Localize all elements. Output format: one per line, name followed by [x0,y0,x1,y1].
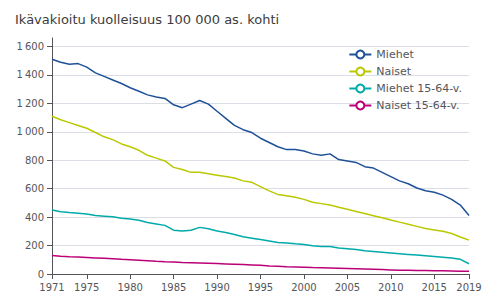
svg-text:800: 800 [25,155,44,166]
svg-text:1985: 1985 [161,282,186,293]
svg-text:1 200: 1 200 [17,98,44,109]
svg-text:1995: 1995 [248,282,273,293]
svg-text:Miehet: Miehet [376,48,414,61]
svg-text:1990: 1990 [204,282,229,293]
svg-text:2000: 2000 [291,282,316,293]
svg-text:1 000: 1 000 [17,126,44,137]
svg-text:200: 200 [25,240,44,251]
svg-text:Naiset 15-64-v.: Naiset 15-64-v. [376,99,459,112]
svg-text:1 600: 1 600 [17,41,44,52]
svg-text:Miehet 15-64-v.: Miehet 15-64-v. [376,82,462,95]
svg-text:400: 400 [25,212,44,223]
svg-text:2010: 2010 [378,282,403,293]
svg-text:1980: 1980 [117,282,142,293]
svg-text:2019: 2019 [456,282,481,293]
svg-text:1 400: 1 400 [17,69,44,80]
svg-text:1971: 1971 [39,282,64,293]
svg-text:600: 600 [25,183,44,194]
svg-text:Ikävakioitu kuolleisuus 100 00: Ikävakioitu kuolleisuus 100 000 as. koht… [15,12,279,27]
svg-text:2015: 2015 [422,282,447,293]
svg-text:1975: 1975 [74,282,99,293]
svg-text:2005: 2005 [335,282,360,293]
svg-text:Naiset: Naiset [376,65,412,78]
svg-text:0: 0 [38,269,44,280]
